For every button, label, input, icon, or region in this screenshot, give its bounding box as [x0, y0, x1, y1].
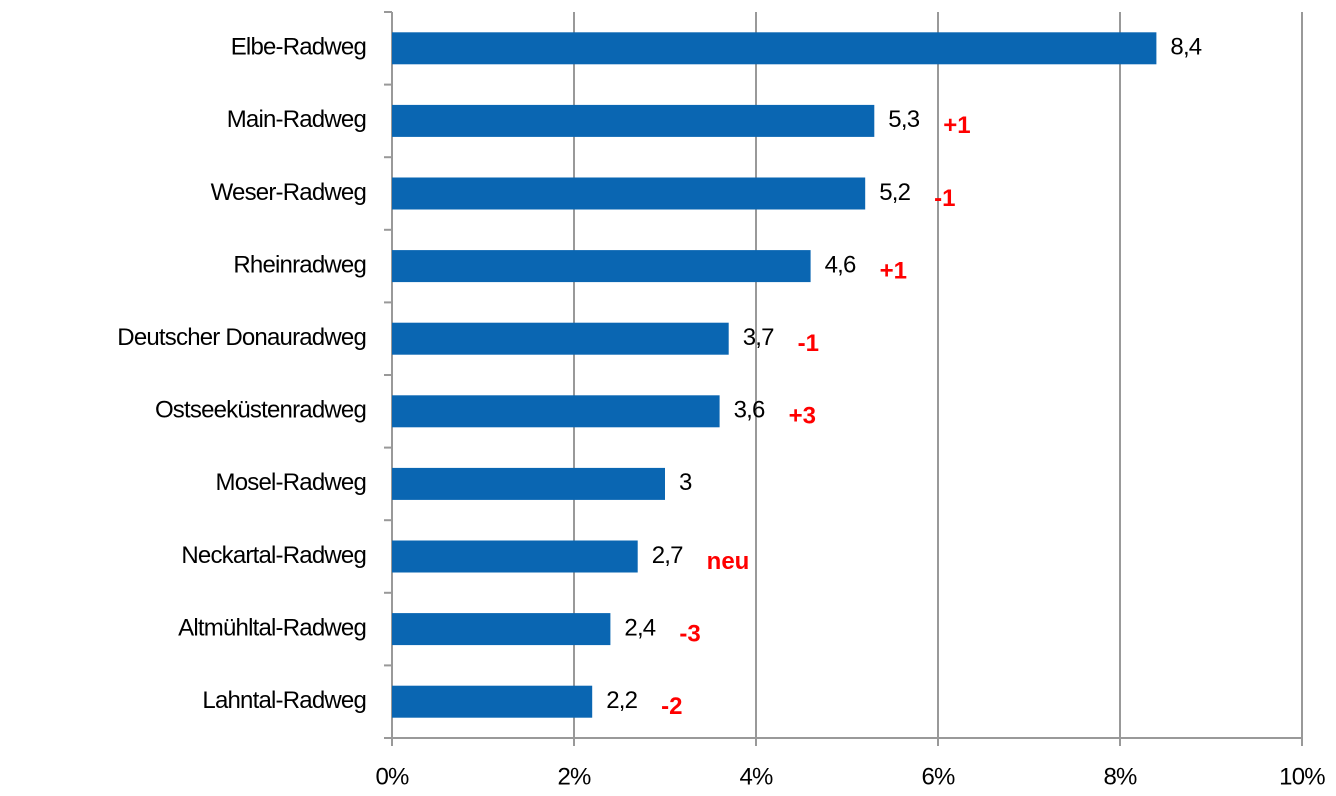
value-label: 5,2	[879, 179, 910, 206]
rank-change: neu	[707, 548, 750, 575]
y-tick-label: Weser-Radweg	[211, 179, 366, 206]
bar	[392, 685, 593, 718]
bar	[392, 467, 665, 500]
rank-change: +1	[943, 112, 970, 139]
rank-change: +1	[880, 257, 907, 284]
bar	[392, 540, 638, 573]
value-label: 5,3	[888, 106, 919, 133]
y-tick-label: Mosel-Radweg	[216, 469, 366, 496]
y-tick-label: Rheinradweg	[233, 251, 366, 278]
value-label: 3,7	[743, 324, 774, 351]
bar	[392, 322, 729, 355]
x-tick-label: 10%	[1279, 763, 1325, 790]
x-tick-label: 4%	[739, 763, 773, 790]
y-tick-label: Ostseeküstenradweg	[155, 397, 366, 424]
y-tick-label: Deutscher Donauradweg	[117, 324, 366, 351]
value-label: 2,4	[624, 614, 655, 641]
value-label: 2,2	[606, 687, 637, 714]
rank-change: -1	[798, 330, 819, 357]
rank-change: -3	[679, 620, 700, 647]
y-tick-label: Neckartal-Radweg	[181, 542, 366, 569]
bar	[392, 32, 1157, 65]
rank-change: -2	[661, 693, 682, 720]
bar	[392, 177, 866, 210]
value-label: 2,7	[652, 542, 683, 569]
bar	[392, 250, 811, 283]
x-tick-label: 0%	[375, 763, 409, 790]
y-tick-label: Elbe-Radweg	[231, 34, 366, 61]
value-label: 3	[679, 469, 692, 496]
y-tick-label: Main-Radweg	[227, 106, 366, 133]
x-tick-label: 8%	[1103, 763, 1137, 790]
bar	[392, 613, 611, 646]
rank-change: -1	[934, 185, 955, 212]
bar	[392, 104, 875, 137]
x-tick-label: 6%	[921, 763, 955, 790]
x-tick-label: 2%	[557, 763, 591, 790]
bar	[392, 395, 720, 428]
value-label: 8,4	[1170, 34, 1201, 61]
value-label: 3,6	[734, 397, 765, 424]
rank-change: +3	[789, 403, 816, 430]
value-label: 4,6	[825, 251, 856, 278]
y-tick-label: Altmühltal-Radweg	[178, 614, 366, 641]
y-tick-label: Lahntal-Radweg	[202, 687, 366, 714]
